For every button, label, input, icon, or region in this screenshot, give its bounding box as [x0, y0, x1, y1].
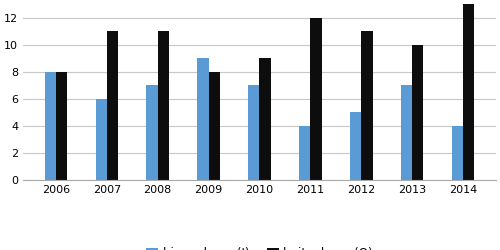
Bar: [158, 31, 169, 180]
Bar: [362, 31, 372, 180]
Bar: [56, 72, 67, 180]
Bar: [107, 31, 118, 180]
Bar: [401, 85, 412, 180]
Bar: [463, 4, 474, 180]
Bar: [299, 126, 310, 180]
Bar: [350, 112, 362, 180]
Bar: [452, 126, 463, 180]
Bar: [248, 85, 260, 180]
Bar: [44, 72, 56, 180]
Bar: [208, 72, 220, 180]
Bar: [146, 85, 158, 180]
Bar: [198, 58, 208, 180]
Bar: [310, 18, 322, 180]
Bar: [96, 99, 107, 180]
Legend: binnenbaan (I), buitenbaan (O): binnenbaan (I), buitenbaan (O): [142, 242, 378, 250]
Bar: [260, 58, 270, 180]
Bar: [412, 45, 424, 180]
